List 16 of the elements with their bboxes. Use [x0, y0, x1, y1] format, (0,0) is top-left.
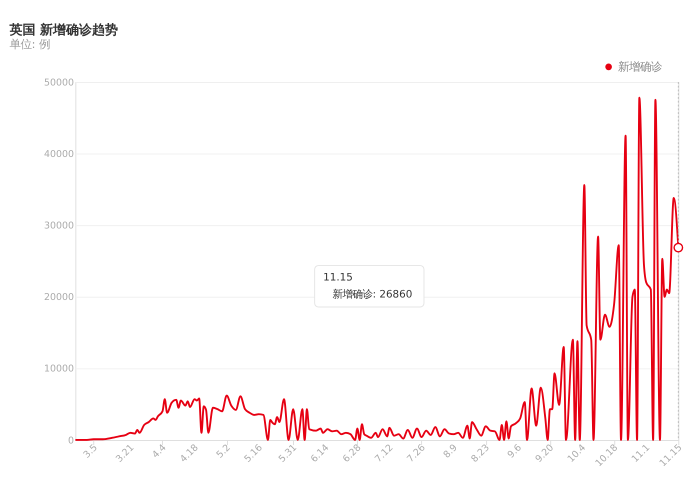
x-tick-label: 3.5	[81, 442, 100, 461]
x-tick-label: 9.6	[506, 442, 524, 461]
chart-subtitle: 单位: 例	[10, 38, 50, 52]
x-tick-label: 4.4	[150, 442, 169, 461]
y-tick-label: 20000	[44, 292, 74, 304]
annotation: 新增确诊: 26860	[332, 288, 412, 301]
legend-label: 新增确诊	[618, 60, 662, 74]
y-tick-label: 30000	[44, 220, 74, 232]
x-tick-label: 8.9	[441, 442, 460, 461]
x-tick-label: 5.2	[214, 442, 233, 461]
y-tick-label: 0	[68, 435, 74, 446]
y-tick-label: 40000	[44, 148, 74, 160]
annotation: 11.15	[323, 272, 353, 284]
y-tick-label: 50000	[44, 77, 74, 88]
chart-title: 英国 新增确诊趋势	[8, 22, 118, 38]
y-tick-label: 10000	[44, 364, 74, 375]
